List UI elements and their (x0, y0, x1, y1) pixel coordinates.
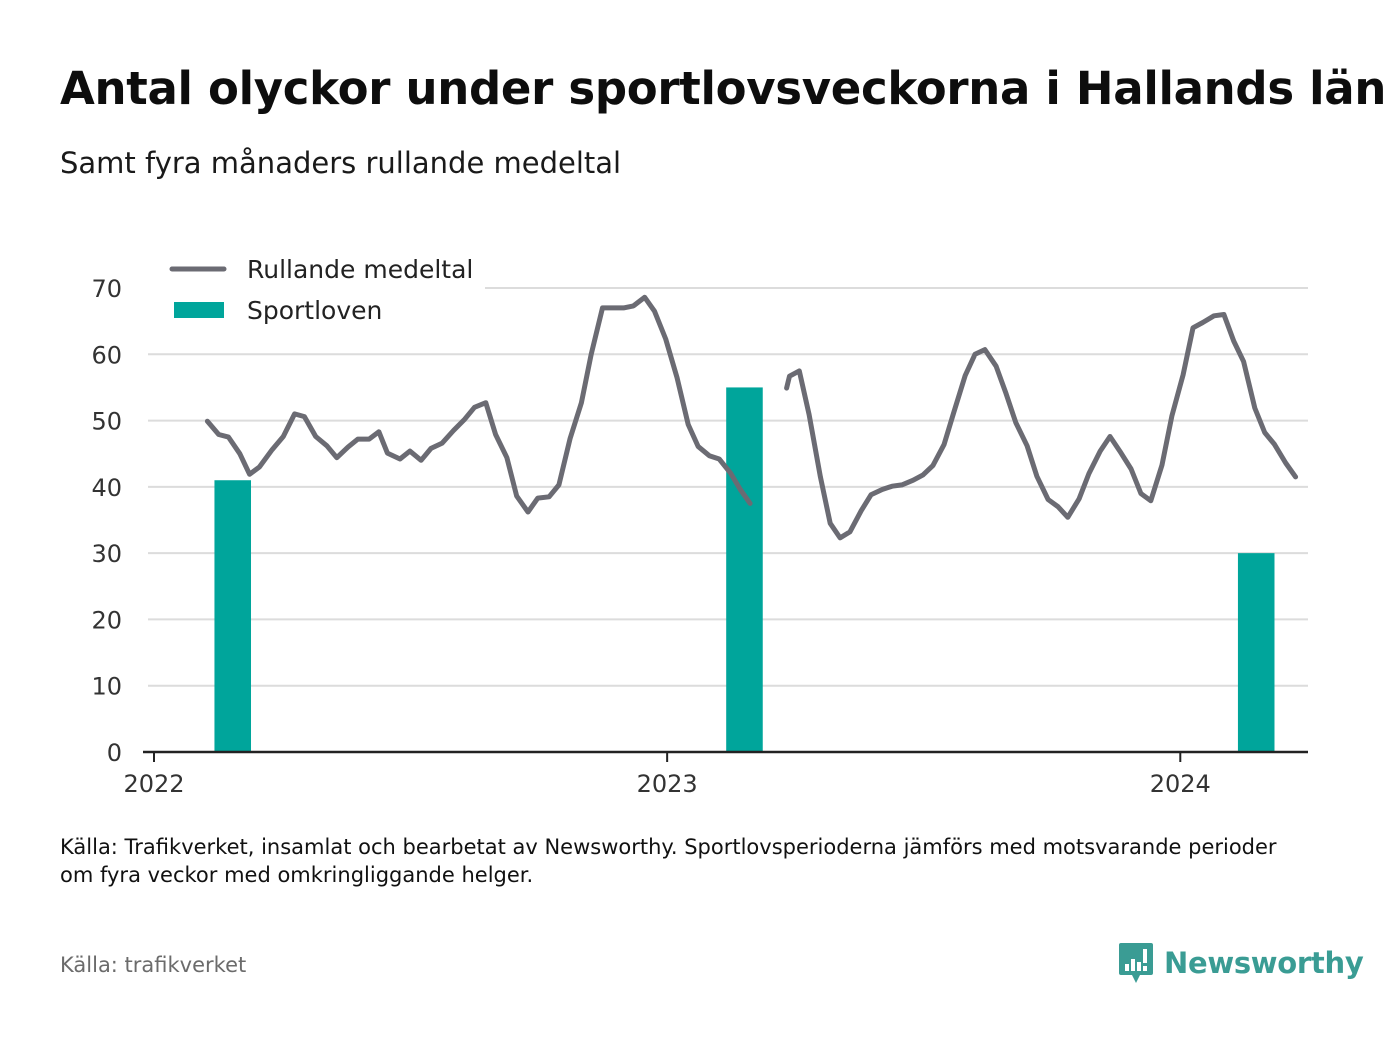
line-rullande-medeltal (784, 312, 1299, 541)
newsworthy-brand-name: Newsworthy (1164, 946, 1364, 980)
bar-sportloven (214, 480, 252, 752)
line-rullande-medeltal (204, 294, 753, 515)
chart-title: Antal olyckor under sportlovsveckorna i … (60, 62, 1387, 115)
y-tick-label: 70 (91, 275, 122, 303)
legend-label-sportloven: Sportloven (247, 296, 382, 325)
legend-label-rullande-medeltal: Rullande medeltal (247, 255, 473, 284)
x-tick-label: 2022 (123, 770, 184, 798)
bar-sportloven (1237, 553, 1275, 752)
y-axis-ticks: 0 10 20 30 40 50 60 70 (91, 275, 122, 767)
line-series (204, 294, 1299, 541)
x-tick-label: 2024 (1150, 770, 1211, 798)
y-tick-label: 60 (91, 341, 122, 369)
x-tick-label: 2023 (637, 770, 698, 798)
y-tick-label: 20 (91, 606, 122, 634)
bar-sportloven (726, 387, 763, 752)
y-tick-label: 40 (91, 474, 122, 502)
legend-bar-swatch (174, 302, 224, 318)
chart-subtitle: Samt fyra månaders rullande medeltal (60, 146, 622, 180)
y-tick-label: 30 (91, 540, 122, 568)
y-tick-label: 10 (91, 673, 122, 701)
x-axis: 2022 2023 2024 (123, 750, 1308, 798)
y-tick-label: 50 (91, 408, 122, 436)
newsworthy-logo[interactable]: Newsworthy (1118, 940, 1364, 986)
methodology-note: Källa: Trafikverket, insamlat och bearbe… (60, 835, 1277, 887)
bar-series (214, 387, 1275, 752)
legend: Rullande medeltal Sportloven (140, 255, 485, 339)
y-tick-label: 0 (107, 739, 122, 767)
source-label: Källa: trafikverket (60, 953, 247, 977)
newsworthy-logo-icon (1119, 943, 1153, 983)
